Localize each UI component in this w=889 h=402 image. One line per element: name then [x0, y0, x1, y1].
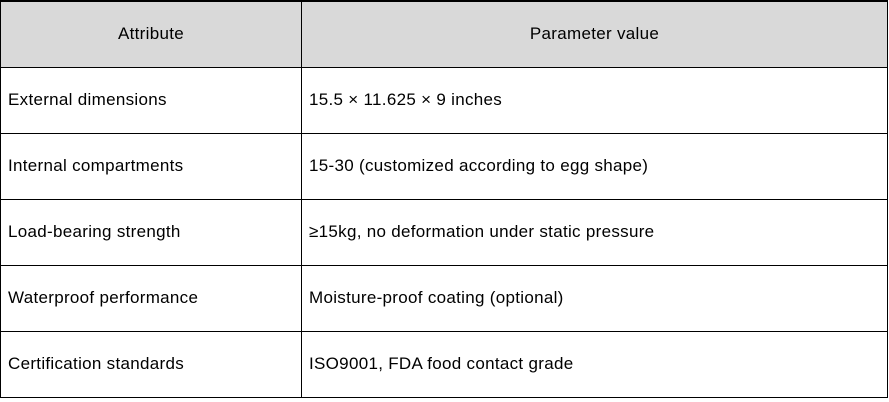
value-cell: ISO9001, FDA food contact grade: [301, 330, 888, 398]
value-cell: ≥15kg, no deformation under static press…: [301, 198, 888, 266]
column-header-parameter-value: Parameter value: [301, 0, 888, 68]
table-body: External dimensions 15.5 × 11.625 × 9 in…: [0, 66, 888, 398]
attribute-cell: Waterproof performance: [0, 264, 302, 332]
column-header-attribute: Attribute: [0, 0, 302, 68]
table-row: Load-bearing strength ≥15kg, no deformat…: [0, 198, 888, 266]
attribute-cell: Certification standards: [0, 330, 302, 398]
table-header: Attribute Parameter value: [0, 0, 888, 68]
attribute-cell: Internal compartments: [0, 132, 302, 200]
table-row: Waterproof performance Moisture-proof co…: [0, 264, 888, 332]
header-row: Attribute Parameter value: [0, 0, 888, 68]
attribute-cell: External dimensions: [0, 66, 302, 134]
attribute-cell: Load-bearing strength: [0, 198, 302, 266]
value-cell: 15.5 × 11.625 × 9 inches: [301, 66, 888, 134]
value-cell: 15-30 (customized according to egg shape…: [301, 132, 888, 200]
table-row: Certification standards ISO9001, FDA foo…: [0, 330, 888, 398]
table-row: Internal compartments 15-30 (customized …: [0, 132, 888, 200]
value-cell: Moisture-proof coating (optional): [301, 264, 888, 332]
table-row: External dimensions 15.5 × 11.625 × 9 in…: [0, 66, 888, 134]
